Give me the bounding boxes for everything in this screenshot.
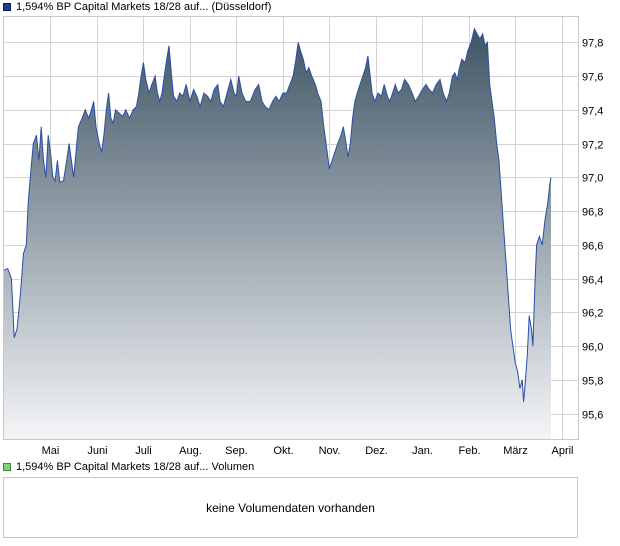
y-tick-label: 96,0	[582, 342, 603, 354]
x-tick-label: März	[503, 445, 527, 457]
y-tick-label: 95,6	[582, 410, 603, 422]
y-tick-label: 97,6	[582, 72, 603, 84]
y-tick-label: 97,8	[582, 38, 603, 50]
y-tick-label: 97,2	[582, 140, 603, 152]
volume-legend: 1,594% BP Capital Markets 18/28 auf... V…	[3, 460, 254, 474]
y-tick-label: 97,0	[582, 173, 603, 185]
x-tick-label: Jan.	[412, 445, 433, 457]
price-line	[3, 27, 552, 402]
volume-empty-message: keine Volumendaten vorhanden	[206, 500, 375, 515]
price-legend-label: 1,594% BP Capital Markets 18/28 auf... (…	[16, 1, 272, 13]
x-tick-label: Aug.	[179, 445, 202, 457]
y-tick-label: 96,2	[582, 308, 603, 320]
x-tick-label: Dez.	[365, 445, 388, 457]
volume-legend-swatch	[3, 463, 11, 471]
x-tick-label: Nov.	[319, 445, 341, 457]
y-tick-label: 95,8	[582, 376, 603, 388]
x-tick-label: Juni	[87, 445, 107, 457]
x-tick-label: Juli	[135, 445, 152, 457]
x-axis-ticks: Mai Juni Juli Aug. Sep. Okt. Nov. Dez. Jan. Feb. M…	[42, 445, 574, 457]
price-chart: 97,8 97,6 97,4 97,2 97,0 96,8 96,6 96,4 96,2 96,0…	[3, 16, 603, 457]
volume-panel: keine Volumendaten vorhanden	[3, 477, 578, 538]
price-legend: 1,594% BP Capital Markets 18/28 auf... (…	[3, 0, 271, 14]
price-legend-swatch	[3, 3, 11, 11]
x-tick-label: Okt.	[273, 445, 293, 457]
volume-legend-label: 1,594% BP Capital Markets 18/28 auf... V…	[16, 461, 255, 473]
x-tick-label: Feb.	[458, 445, 480, 457]
y-axis-ticks: 97,8 97,6 97,4 97,2 97,0 96,8 96,6 96,4 96,2 96,0…	[582, 38, 603, 422]
x-tick-label: Sep.	[225, 445, 248, 457]
y-tick-label: 97,4	[582, 106, 603, 118]
y-tick-label: 96,6	[582, 241, 603, 253]
y-tick-label: 96,4	[582, 275, 603, 287]
x-tick-label: Mai	[42, 445, 60, 457]
price-area	[4, 28, 551, 440]
y-tick-label: 96,8	[582, 207, 603, 219]
x-tick-label: April	[551, 445, 573, 457]
